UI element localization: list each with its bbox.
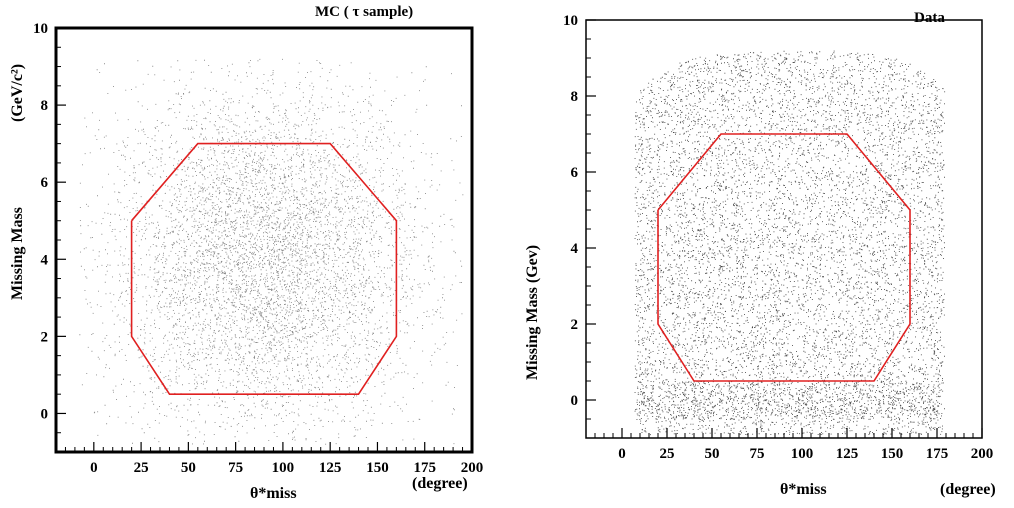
data-ticks: 0 25 50 75 100 125 150 175 200 0 2 4 6 8 10	[563, 13, 993, 462]
data-panel: 0 25 50 75 100 125 150 175 200 0 2 4 6 8 10 Data θ*mis…	[524, 10, 996, 498]
data-x-tick-label: 25	[660, 446, 675, 462]
data-x-tick-label: 100	[791, 446, 814, 462]
data-plot-frame	[585, 19, 983, 439]
mc-x-tick-label: 175	[413, 460, 436, 476]
mc-x-tick-label: 150	[366, 460, 389, 476]
data-selection-region	[657, 133, 911, 382]
mc-x-tick-label: 75	[228, 460, 243, 476]
data-x-tick-label: 75	[750, 446, 765, 462]
mc-x-tick-label: 125	[319, 460, 342, 476]
data-x-tick-label: 0	[618, 446, 626, 462]
data-y-tick-label: 6	[571, 165, 579, 181]
mc-x-tick-label: 0	[90, 460, 98, 476]
data-y-tick-label: 4	[571, 241, 579, 257]
mc-y-tick-label: 6	[41, 175, 49, 191]
data-scatter-cloud	[634, 50, 946, 436]
data-x-unit-label: (degree)	[940, 481, 996, 498]
data-y-axis-label: Missing Mass (Gev)	[524, 245, 541, 380]
mc-selection-region	[130, 142, 398, 396]
data-x-tick-label: 150	[881, 446, 904, 462]
data-x-tick-label: 200	[971, 446, 994, 462]
mc-y-unit-label: (GeV/c²)	[9, 64, 26, 122]
data-x-tick-label: 125	[836, 446, 859, 462]
data-y-tick-label: 10	[563, 13, 578, 29]
mc-scatter-points	[79, 58, 464, 445]
mc-y-tick-label: 2	[41, 329, 49, 345]
mc-y-tick-label: 4	[41, 252, 49, 268]
mc-y-tick-label: 10	[33, 21, 48, 37]
mc-x-tick-label: 25	[134, 460, 149, 476]
data-x-tick-label: 50	[705, 446, 720, 462]
data-scatter-points	[634, 50, 946, 436]
data-x-axis-label: θ*miss	[780, 481, 827, 498]
mc-y-tick-label: 0	[41, 406, 49, 422]
mc-x-tick-label: 50	[181, 460, 196, 476]
mc-y-axis-label: Missing Mass	[9, 207, 26, 300]
mc-title: MC ( τ sample)	[315, 4, 413, 20]
mc-x-unit-label: (degree)	[412, 475, 468, 492]
mc-panel: 0 25 50 75 100 125 150 175 200 0 2 4 6 8 10 MC ( τ sam…	[9, 4, 483, 502]
data-y-tick-label: 8	[571, 89, 579, 105]
mc-scatter-cloud	[79, 58, 464, 445]
mc-x-tick-label: 200	[461, 460, 484, 476]
mc-x-axis-label: θ*miss	[250, 485, 297, 502]
mc-y-tick-label: 8	[41, 98, 49, 114]
mc-x-tick-label: 100	[272, 460, 295, 476]
data-x-tick-label: 175	[926, 446, 949, 462]
mc-ticks: 0 25 50 75 100 125 150 175 200 0 2 4 6 8 10	[33, 21, 483, 476]
data-y-tick-label: 0	[571, 393, 579, 409]
data-y-tick-label: 2	[571, 317, 579, 333]
data-title: Data	[914, 10, 945, 26]
